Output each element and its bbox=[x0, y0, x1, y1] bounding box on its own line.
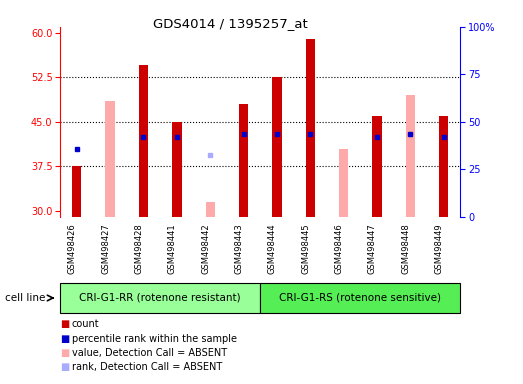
Text: GDS4014 / 1395257_at: GDS4014 / 1395257_at bbox=[153, 17, 308, 30]
Text: GSM498443: GSM498443 bbox=[234, 223, 244, 274]
Bar bbox=[72, 167, 82, 217]
Text: GSM498446: GSM498446 bbox=[335, 223, 344, 274]
Bar bbox=[206, 202, 215, 217]
Bar bbox=[60, 283, 260, 313]
Text: GSM498426: GSM498426 bbox=[68, 223, 77, 274]
Bar bbox=[172, 122, 181, 217]
Text: ■: ■ bbox=[60, 362, 70, 372]
Text: GSM498441: GSM498441 bbox=[168, 223, 177, 273]
Text: GSM498445: GSM498445 bbox=[301, 223, 310, 273]
Bar bbox=[260, 283, 460, 313]
Text: GSM498444: GSM498444 bbox=[268, 223, 277, 273]
Bar bbox=[139, 66, 148, 217]
Bar bbox=[239, 104, 248, 217]
Text: ■: ■ bbox=[60, 334, 70, 344]
Text: CRI-G1-RS (rotenone sensitive): CRI-G1-RS (rotenone sensitive) bbox=[279, 293, 441, 303]
Bar bbox=[272, 77, 281, 217]
Bar bbox=[439, 116, 448, 217]
Text: GSM498427: GSM498427 bbox=[101, 223, 110, 274]
Text: GSM498449: GSM498449 bbox=[435, 223, 444, 273]
Text: percentile rank within the sample: percentile rank within the sample bbox=[72, 334, 236, 344]
Bar bbox=[405, 95, 415, 217]
Text: count: count bbox=[72, 319, 99, 329]
Bar bbox=[305, 39, 315, 217]
Text: GSM498448: GSM498448 bbox=[401, 223, 410, 274]
Text: GSM498428: GSM498428 bbox=[134, 223, 143, 274]
Text: ■: ■ bbox=[60, 348, 70, 358]
Text: ■: ■ bbox=[60, 319, 70, 329]
Text: value, Detection Call = ABSENT: value, Detection Call = ABSENT bbox=[72, 348, 227, 358]
Bar bbox=[106, 101, 115, 217]
Text: GSM498442: GSM498442 bbox=[201, 223, 210, 273]
Bar bbox=[339, 149, 348, 217]
Text: rank, Detection Call = ABSENT: rank, Detection Call = ABSENT bbox=[72, 362, 222, 372]
Text: cell line: cell line bbox=[5, 293, 46, 303]
Text: CRI-G1-RR (rotenone resistant): CRI-G1-RR (rotenone resistant) bbox=[79, 293, 241, 303]
Text: GSM498447: GSM498447 bbox=[368, 223, 377, 274]
Bar bbox=[372, 116, 382, 217]
